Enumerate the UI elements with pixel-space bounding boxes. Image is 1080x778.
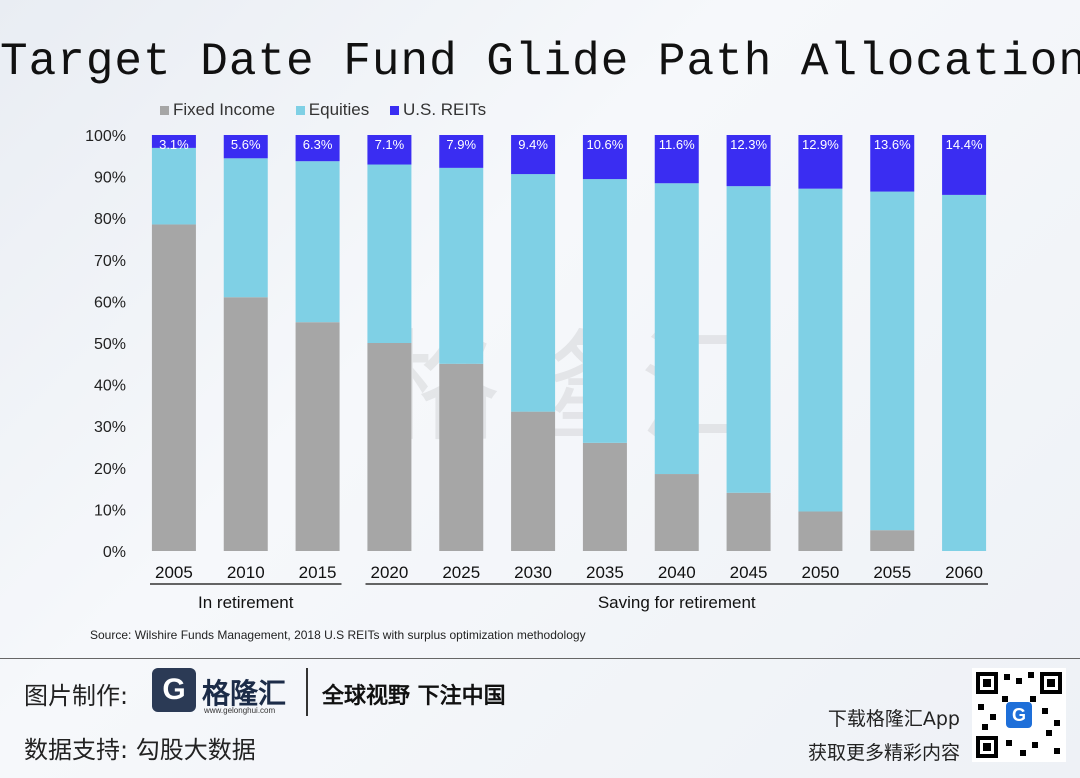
data-label-reits: 13.6% (874, 137, 911, 152)
data-label-reits: 5.6% (231, 137, 261, 152)
data-label-reits: 6.3% (303, 137, 333, 152)
data-label-reits: 12.9% (802, 137, 839, 152)
bar-segment-u-s-reits (295, 135, 340, 162)
footer-divider (0, 658, 1080, 659)
group-label: Saving for retirement (598, 593, 756, 612)
bar-segment-u-s-reits (726, 135, 771, 187)
stacked-bar-chart: 0% 10% 20% 30% 40% 50% 60% 70% 80% 90% 100% 3.1% 200… (85, 128, 988, 612)
y-tick-label: 50% (94, 336, 126, 353)
bar-segment-equities (942, 194, 987, 552)
data-label-reits: 3.1% (159, 137, 189, 152)
data-support: 数据支持: 勾股大数据 (24, 736, 256, 764)
bar-segment-fixed-income (439, 363, 484, 551)
chart-legend: Fixed Income Equities U.S. REITs (160, 100, 502, 120)
y-tick-label: 70% (94, 253, 126, 270)
bar-segment-equities (726, 186, 771, 493)
y-tick-label: 30% (94, 419, 126, 436)
legend-fixed-income: Fixed Income (160, 100, 275, 120)
y-tick-label: 10% (94, 502, 126, 519)
bar-segment-u-s-reits (367, 135, 412, 165)
bar-segment-u-s-reits (511, 135, 556, 175)
x-tick-label: 2045 (730, 563, 768, 582)
bar-segment-equities (367, 164, 412, 343)
logo-text: 格隆汇 (202, 677, 287, 710)
bar-segment-u-s-reits (798, 135, 843, 189)
qr-pattern-icon (976, 672, 1062, 758)
bar-segment-u-s-reits (582, 135, 627, 180)
x-tick-label: 2055 (873, 563, 911, 582)
source-note: Source: Wilshire Funds Management, 2018 … (90, 628, 586, 642)
bar-segment-fixed-income (582, 442, 627, 551)
bar-segment-equities (798, 188, 843, 512)
data-label-reits: 7.9% (446, 137, 476, 152)
group-label: In retirement (198, 593, 294, 612)
x-tick-label: 2060 (945, 563, 983, 582)
qr-logo-icon: G (1006, 702, 1032, 728)
y-tick-label: 90% (94, 170, 126, 187)
bar-segment-u-s-reits (654, 135, 699, 184)
bar-segment-u-s-reits (151, 135, 196, 148)
legend-label: Equities (308, 100, 370, 119)
bar-segment-equities (439, 167, 484, 364)
bar-segment-fixed-income (654, 474, 699, 551)
bar-segment-u-s-reits (942, 135, 987, 195)
x-tick-label: 2035 (586, 563, 624, 582)
bar-segment-fixed-income (151, 224, 196, 551)
bar-segment-u-s-reits (439, 135, 484, 168)
bar-segment-fixed-income (511, 411, 556, 551)
bar-segment-equities (223, 158, 268, 298)
data-label-reits: 7.1% (375, 137, 405, 152)
bar-segment-equities (582, 179, 627, 443)
x-tick-label: 2040 (658, 563, 696, 582)
slogan: 全球视野 下注中国 (322, 684, 506, 709)
legend-label: U.S. REITs (403, 100, 487, 119)
footer-separator (306, 668, 308, 716)
chart-title: Target Date Fund Glide Path Allocations (0, 36, 1080, 88)
y-tick-label: 20% (94, 461, 126, 478)
bar-segment-equities (151, 147, 196, 225)
x-tick-label: 2020 (371, 563, 409, 582)
legend-reits: U.S. REITs (390, 100, 486, 120)
legend-label: Fixed Income (173, 100, 276, 119)
legend-equities: Equities (295, 100, 370, 120)
bar-segment-fixed-income (367, 343, 412, 551)
bar-segment-equities (295, 161, 340, 323)
bar-segment-u-s-reits (223, 135, 268, 159)
y-tick-label: 60% (94, 294, 126, 311)
data-label-reits: 12.3% (730, 137, 767, 152)
download-prompt: 下载格隆汇App (827, 708, 960, 730)
bar-segment-fixed-income (870, 530, 915, 551)
y-tick-label: 0% (103, 544, 126, 561)
made-by-label: 图片制作: (24, 682, 129, 710)
x-tick-label: 2030 (514, 563, 552, 582)
data-label-reits: 10.6% (586, 137, 623, 152)
y-tick-label: 40% (94, 378, 126, 395)
bar-segment-fixed-income (726, 492, 771, 551)
x-tick-label: 2025 (442, 563, 480, 582)
bar-segment-u-s-reits (870, 135, 915, 192)
x-tick-label: 2050 (802, 563, 840, 582)
data-label-reits: 11.6% (659, 137, 695, 152)
gelonghui-logo-icon: G (152, 668, 196, 712)
bar-segment-fixed-income (223, 297, 268, 551)
logo-url: www.gelonghui.com (204, 706, 276, 715)
bar-segment-equities (654, 183, 699, 475)
y-tick-label: 100% (85, 128, 126, 145)
bar-segment-fixed-income (295, 322, 340, 551)
x-tick-label: 2005 (155, 563, 193, 582)
download-subtitle: 获取更多精彩内容 (807, 742, 960, 764)
bar-segment-fixed-income (798, 511, 843, 551)
data-label-reits: 9.4% (518, 137, 548, 152)
y-tick-label: 80% (94, 211, 126, 228)
x-tick-label: 2015 (299, 563, 337, 582)
bar-segment-equities (511, 174, 556, 412)
data-label-reits: 14.4% (946, 137, 983, 152)
x-tick-label: 2010 (227, 563, 265, 582)
bar-segment-equities (870, 191, 915, 531)
